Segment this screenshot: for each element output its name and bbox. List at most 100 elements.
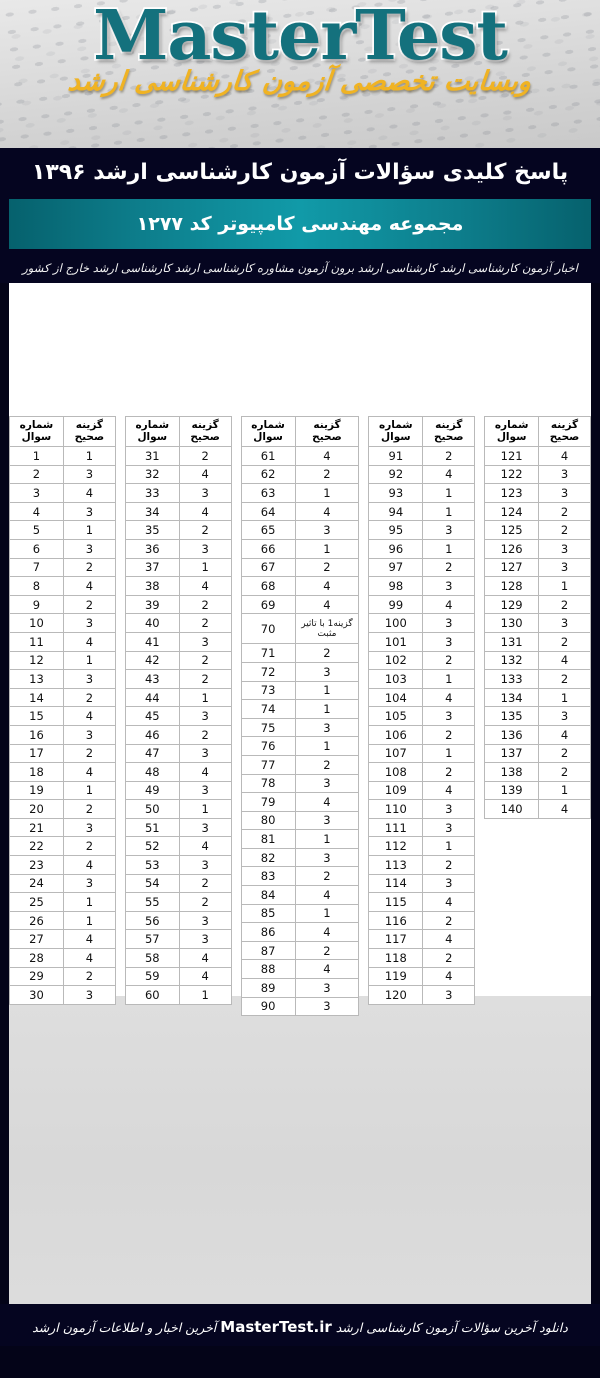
question-number-cell: 90 — [240, 996, 296, 1017]
table-row: 56 3 — [124, 910, 232, 931]
correct-option-cell: 2 — [62, 966, 116, 987]
question-number-cell: 129 — [484, 594, 540, 615]
answer-table-3: شماره سوال گزینه صحیح 61 4 62 2 63 1 64 4 65 3 66 1 67… — [240, 416, 360, 1017]
table-row: 28 4 — [9, 948, 116, 968]
table-row: 128 1 — [484, 576, 591, 596]
table-row: 10 3 — [9, 613, 116, 633]
question-number-cell: 56 — [124, 910, 180, 931]
subject-bar-label: مجموعه مهندسی کامپیوتر کد ۱۲۷۷ — [136, 213, 464, 235]
answer-table-2: شماره سوال گزینه صحیح 31 2 32 4 33 3 34 4 35 2 36 3 37… — [124, 416, 232, 1005]
table-row: 71 2 — [240, 643, 360, 663]
correct-option-cell: 4 — [294, 594, 360, 615]
table-row: 54 2 — [124, 873, 232, 894]
question-number-cell: 51 — [124, 817, 180, 838]
table-row: 25 1 — [9, 892, 116, 912]
question-number-cell: 11 — [9, 631, 64, 652]
nav-links-bar[interactable]: اخبار آزمون کارشناسی ارشد کارشناسی ارشد … — [0, 249, 600, 283]
correct-option-cell: 3 — [294, 773, 360, 794]
question-number-cell: 70 — [240, 613, 296, 645]
correct-option-cell: 2 — [538, 594, 591, 615]
table-row: 24 3 — [9, 873, 116, 894]
correct-option-cell: 1 — [294, 699, 360, 719]
correct-option-cell: 3 — [422, 631, 476, 652]
table-row: 47 3 — [124, 743, 232, 764]
table-row: 31 2 — [124, 446, 232, 466]
table-row: 86 4 — [240, 922, 360, 942]
table-row: 136 4 — [484, 724, 591, 745]
table-row: 88 4 — [240, 959, 360, 980]
question-number-cell: 133 — [484, 669, 540, 689]
table-row: 98 3 — [368, 576, 476, 596]
correct-option-cell: 3 — [178, 910, 232, 931]
correct-option-cell: 2 — [294, 940, 360, 961]
table-row: 94 1 — [368, 501, 476, 522]
question-number-cell: 75 — [240, 717, 296, 738]
question-number-cell: 4 — [9, 501, 64, 522]
correct-option-cell: 2 — [538, 631, 591, 652]
question-number-cell: 58 — [124, 948, 180, 968]
correct-option-cell: 2 — [538, 743, 591, 764]
site-logo[interactable]: MasterTest وبسایت تخصصی آزمون کارشناسی ا… — [0, 0, 600, 148]
correct-option-cell: 4 — [178, 762, 232, 782]
correct-option-cell: 2 — [294, 643, 360, 663]
question-number-cell: 96 — [368, 538, 424, 559]
correct-option-cell: 3 — [62, 724, 116, 745]
column-header-question-number: شماره سوال — [9, 416, 64, 447]
table-row: 13 3 — [9, 669, 116, 689]
correct-option-cell: 2 — [294, 754, 360, 775]
question-number-cell: 40 — [124, 613, 180, 633]
footer-brand-link[interactable]: MasterTest.ir — [220, 1318, 332, 1336]
correct-option-cell: 2 — [178, 446, 232, 466]
table-row: 61 4 — [240, 446, 360, 466]
table-row: 116 2 — [368, 910, 476, 931]
question-number-cell: 54 — [124, 873, 180, 894]
table-row: 75 3 — [240, 717, 360, 738]
correct-option-cell: 4 — [62, 855, 116, 875]
table-row: 96 1 — [368, 538, 476, 559]
table-row: 21 3 — [9, 817, 116, 838]
table-row: 127 3 — [484, 557, 591, 578]
question-number-cell: 69 — [240, 594, 296, 615]
table-row: 108 2 — [368, 762, 476, 782]
question-number-cell: 91 — [368, 446, 424, 466]
question-number-cell: 110 — [368, 799, 424, 819]
table-row: 91 2 — [368, 446, 476, 466]
question-number-cell: 48 — [124, 762, 180, 782]
table-header-row: شماره سوال گزینه صحیح — [484, 416, 591, 447]
column-header-question-number: شماره سوال — [240, 416, 296, 447]
table-row: 50 1 — [124, 799, 232, 819]
correct-option-cell: 1 — [62, 650, 116, 671]
table-row: 73 1 — [240, 680, 360, 701]
question-number-cell: 32 — [124, 464, 180, 485]
table-row: 124 2 — [484, 501, 591, 522]
question-number-cell: 52 — [124, 836, 180, 857]
question-number-cell: 59 — [124, 966, 180, 987]
correct-option-cell: 3 — [422, 873, 476, 894]
correct-option-cell: 3 — [294, 661, 360, 682]
question-number-cell: 46 — [124, 724, 180, 745]
table-row: 22 2 — [9, 836, 116, 857]
question-number-cell: 29 — [9, 966, 64, 987]
table-row: 84 4 — [240, 885, 360, 905]
column-header-correct-option: گزینه صحیح — [538, 416, 591, 447]
table-row: 104 4 — [368, 687, 476, 708]
nav-links-text[interactable]: اخبار آزمون کارشناسی ارشد کارشناسی ارشد … — [22, 261, 578, 275]
answer-table-5: شماره سوال گزینه صحیح 121 4 122 3 123 3 124 2 125 2… — [484, 416, 591, 819]
question-number-cell: 99 — [368, 594, 424, 615]
table-row: 52 4 — [124, 836, 232, 857]
table-row: 134 1 — [484, 687, 591, 708]
table-row: 55 2 — [124, 892, 232, 912]
correct-option-cell: 3 — [178, 817, 232, 838]
question-number-cell: 140 — [484, 799, 540, 819]
table-row: 137 2 — [484, 743, 591, 764]
question-number-cell: 82 — [240, 847, 296, 868]
table-row: 58 4 — [124, 948, 232, 968]
table-row: 74 1 — [240, 699, 360, 719]
question-number-cell: 60 — [124, 985, 180, 1005]
table-row: 77 2 — [240, 754, 360, 775]
question-number-cell: 84 — [240, 885, 296, 905]
correct-option-cell: 4 — [538, 799, 591, 819]
